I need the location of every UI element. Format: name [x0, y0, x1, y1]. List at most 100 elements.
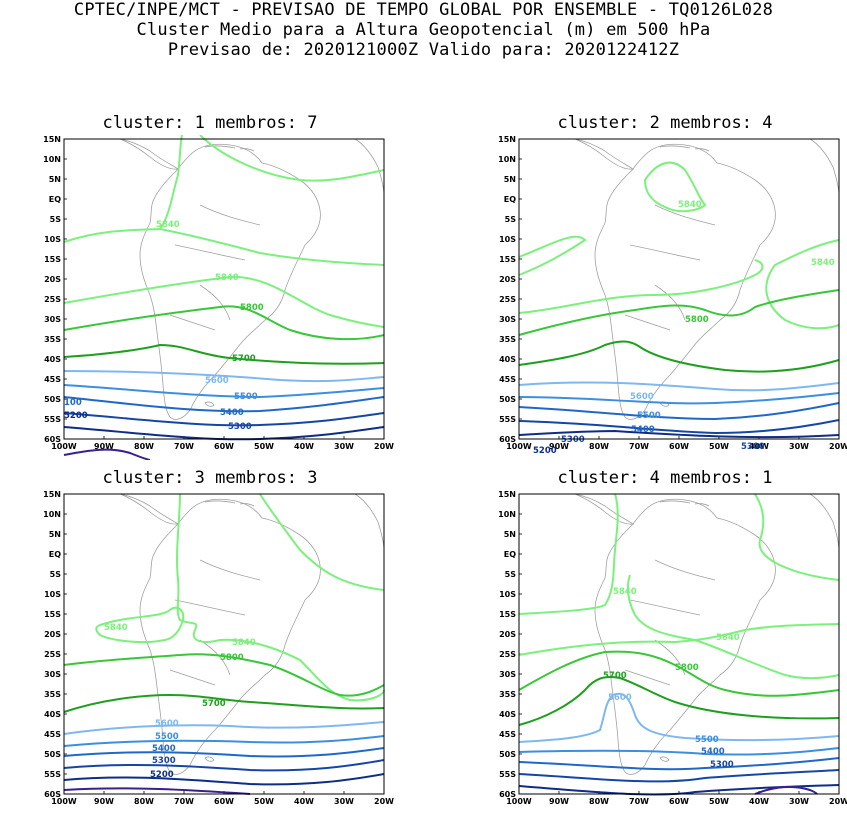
lat-tick-label: 55S — [499, 415, 516, 424]
contour-5400 — [518, 757, 840, 771]
lat-tick-label: 20S — [44, 275, 61, 284]
contour-5840 — [518, 623, 840, 656]
contour-5500 — [518, 747, 840, 756]
contour-5400 — [63, 396, 385, 413]
label-5800: 5800 — [240, 303, 264, 313]
lon-tick-label: 40W — [749, 797, 769, 806]
label-5100: 100 — [64, 398, 82, 408]
lat-tick-label: 50S — [44, 395, 61, 404]
contour-5300 — [63, 412, 385, 427]
label-5500: 5500 — [637, 411, 661, 421]
lat-tick-label: 20S — [499, 275, 516, 284]
lat-tick-label: 5S — [50, 570, 62, 579]
label-5840: 5840 — [811, 258, 835, 268]
lat-tick-label: 55S — [44, 770, 61, 779]
lon-tick-label: 70W — [174, 797, 194, 806]
cluster-panel-4: cluster: 4 membros: 1 15N 10N 5N EQ 5S 10S 15S… — [455, 468, 847, 813]
lon-tick-label: 100W — [51, 442, 77, 451]
coastline — [174, 244, 246, 261]
lat-tick-label: 5N — [504, 175, 516, 184]
contour-labels: 5840 5840 5800 5600 5500 5400 5300 5300 … — [533, 200, 835, 456]
lat-tick-label: 20S — [44, 630, 61, 639]
lat-tick-label: 30S — [44, 670, 61, 679]
contour-5600 — [63, 721, 385, 735]
coastline — [574, 493, 635, 525]
coastline — [239, 148, 255, 152]
lat-tick-label: 25S — [499, 650, 516, 659]
contour-5840 — [518, 493, 619, 615]
lat-tick-label: 15S — [44, 610, 61, 619]
label-5200: 5200 — [533, 446, 557, 456]
lat-tick-label: 35S — [499, 690, 516, 699]
contour-5100 — [63, 448, 151, 460]
lat-tick-label: 5N — [504, 530, 516, 539]
coastline — [594, 143, 776, 420]
lat-tick-label: EQ — [504, 195, 516, 204]
contour-5200 — [63, 773, 385, 786]
lat-tick-label: 15N — [498, 135, 516, 144]
lon-tick-label: 50W — [709, 797, 729, 806]
label-5840: 5840 — [678, 200, 702, 210]
contour-5700 — [63, 343, 385, 365]
lat-tick-label: 45S — [44, 375, 61, 384]
coastline-layer — [119, 493, 385, 775]
lon-tick-label: 60W — [214, 797, 234, 806]
lat-tick-label: 40S — [499, 355, 516, 364]
label-5800: 5800 — [675, 663, 699, 673]
label-5840: 5840 — [215, 273, 239, 283]
lat-tick-label: 15N — [498, 490, 516, 499]
label-5500: 5500 — [155, 732, 179, 742]
contour-5800 — [63, 653, 385, 697]
contour-5840 — [176, 493, 385, 702]
lon-tick-label: 50W — [254, 442, 274, 451]
coastline-layer — [574, 493, 840, 775]
label-5840: 5840 — [232, 638, 256, 648]
coastline — [239, 503, 255, 507]
lat-tick-label: 60S — [44, 435, 61, 444]
lat-tick-label: EQ — [49, 550, 61, 559]
contour-5840 — [63, 275, 385, 328]
lon-tick-label: 70W — [629, 442, 649, 451]
lat-tick-label: 60S — [499, 435, 516, 444]
coastline — [694, 503, 710, 507]
lat-tick-label: 25S — [44, 650, 61, 659]
lat-tick-label: 45S — [499, 375, 516, 384]
lat-tick-label: EQ — [504, 550, 516, 559]
lon-tick-label: 70W — [629, 797, 649, 806]
lon-tick-label: 40W — [749, 442, 769, 451]
contour-5840 — [199, 135, 385, 182]
label-5700: 5700 — [232, 354, 256, 364]
lat-tick-label: 10N — [43, 155, 61, 164]
contour-5840 — [754, 493, 840, 581]
lat-tick-label: 55S — [44, 415, 61, 424]
lat-tick-label: 55S — [499, 770, 516, 779]
lat-tick-label: 5S — [50, 215, 62, 224]
coastline — [624, 314, 671, 331]
lon-tick-label: 80W — [134, 797, 154, 806]
lat-tick-label: 10N — [498, 155, 516, 164]
lat-tick-label: 10N — [43, 510, 61, 519]
label-5300: 5300 — [710, 760, 734, 770]
lat-tick-label: 60S — [44, 790, 61, 799]
lon-tick-label: 20W — [829, 797, 847, 806]
lat-tick-label: 40S — [499, 710, 516, 719]
map-border — [518, 138, 840, 440]
contour-5300 — [518, 769, 840, 783]
lon-tick-label: 90W — [549, 442, 569, 451]
coastline — [809, 493, 840, 551]
lat-tick-label: 5S — [505, 570, 517, 579]
lat-tick-label: 40S — [44, 710, 61, 719]
lat-tick-label: 25S — [499, 295, 516, 304]
contour-5600 — [518, 381, 840, 392]
lon-tick-label: 30W — [789, 442, 809, 451]
label-5840: 5840 — [716, 633, 740, 643]
label-5400: 5400 — [701, 747, 725, 757]
lat-tick-label: 20S — [499, 630, 516, 639]
contour-5500 — [63, 384, 385, 399]
map-frame: 15N10N5NEQ5S10S15S20S25S30S35S40S45S50S5… — [43, 490, 394, 806]
map-frame: 15N10N5NEQ5S10S15S20S25S30S35S40S45S50S5… — [43, 135, 394, 460]
coastline — [574, 138, 635, 170]
panel-title: cluster: 2 membros: 4 — [557, 113, 773, 133]
lat-tick-label: 40S — [44, 355, 61, 364]
coastline — [119, 138, 180, 170]
